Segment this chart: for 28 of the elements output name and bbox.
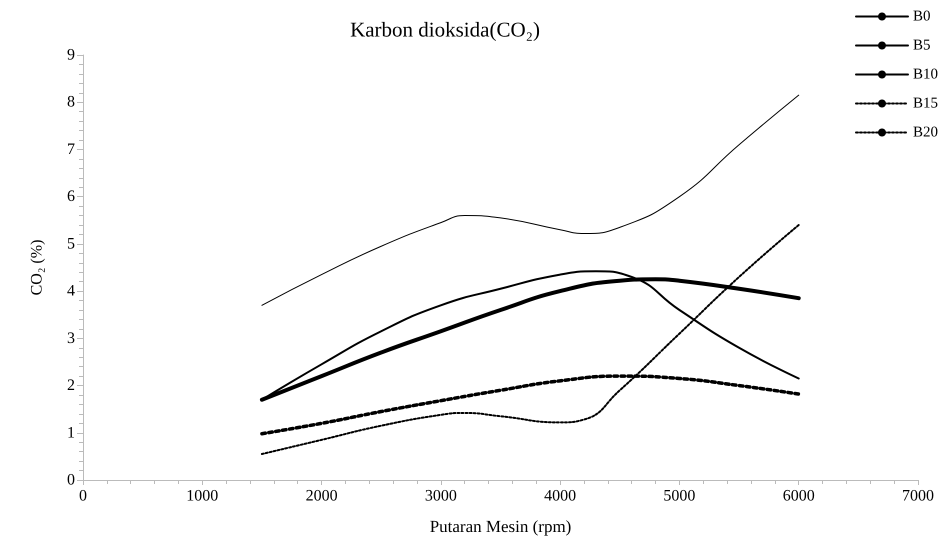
- x-tick-label: 2000: [306, 488, 338, 504]
- x-tick-label: 1000: [186, 488, 218, 504]
- x-tick-label: 4000: [544, 488, 576, 504]
- x-tick-label: 0: [79, 488, 87, 504]
- line-series: [260, 224, 800, 456]
- chart-title: Karbon dioksida(CO₂): [350, 18, 540, 42]
- legend-label: B5: [912, 38, 931, 54]
- y-tick-label: 1: [67, 424, 75, 442]
- legend-label: B15: [912, 96, 938, 112]
- x-tick-label: 7000: [902, 488, 934, 504]
- y-tick-label: 4: [67, 282, 75, 300]
- y-tick-label: 9: [67, 46, 75, 64]
- y-tick-label: 0: [67, 472, 75, 488]
- y-tick-label: 8: [67, 94, 75, 111]
- y-tick-label: 6: [67, 188, 75, 206]
- x-tick-label: 5000: [663, 488, 696, 504]
- x-axis-title: Putaran Mesin (rpm): [430, 517, 572, 536]
- y-tick-label: 5: [67, 235, 75, 252]
- y-axis-title: CO₂ (%): [28, 240, 46, 296]
- line-series: [261, 94, 800, 306]
- x-tick-label: 3000: [424, 488, 457, 504]
- legend-label: B0: [912, 8, 931, 24]
- y-tick-label: 2: [67, 377, 75, 394]
- legend-label: B10: [912, 66, 938, 82]
- y-tick-label: 7: [67, 140, 75, 158]
- y-tick-label: 3: [67, 330, 75, 347]
- x-tick-label: 6000: [782, 488, 815, 504]
- legend-label: B20: [912, 124, 938, 140]
